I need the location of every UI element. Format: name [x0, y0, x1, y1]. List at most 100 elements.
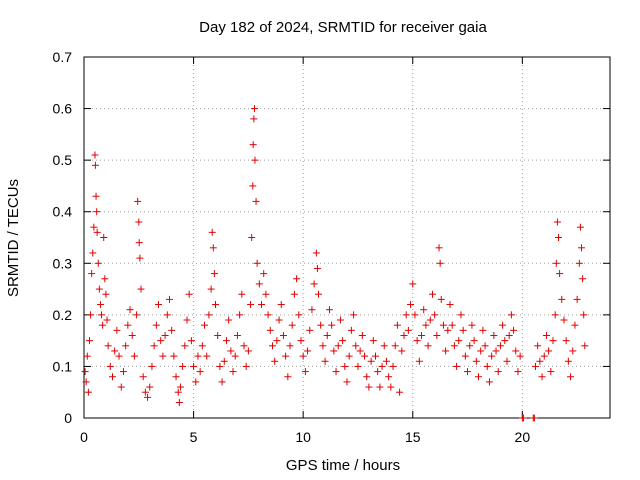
data-point [374, 368, 382, 376]
data-point [341, 362, 349, 370]
data-point [252, 197, 260, 205]
data-point [347, 326, 355, 334]
data-point [84, 388, 92, 396]
tick-labels: 0 0.1 0.2 0.3 0.4 0.5 0.6 0.7 0 5 10 15 20 [53, 49, 531, 445]
data-point [207, 285, 215, 293]
y-tick-label: 0.3 [53, 255, 73, 271]
data-point [376, 383, 384, 391]
data-point [505, 331, 513, 339]
data-point [172, 373, 180, 381]
data-point [247, 301, 255, 309]
data-point [288, 321, 296, 329]
data-point [407, 301, 415, 309]
data-point [179, 362, 187, 370]
data-point [479, 326, 487, 334]
data-point [350, 311, 358, 319]
data-point [159, 352, 167, 360]
data-point [378, 362, 386, 370]
data-point [251, 105, 259, 113]
data-point [485, 378, 493, 386]
data-point [501, 337, 509, 345]
data-point [325, 306, 333, 314]
data-point [339, 337, 347, 345]
data-point [229, 368, 237, 376]
data-point [475, 373, 482, 381]
y-tick-label: 0.7 [53, 49, 73, 65]
data-point [391, 342, 399, 350]
data-point [562, 337, 570, 345]
data-point [88, 270, 96, 278]
data-point [459, 326, 467, 334]
data-point [218, 378, 226, 386]
data-point [168, 326, 176, 334]
data-point [139, 373, 147, 381]
data-point [319, 342, 327, 350]
data-point [380, 342, 388, 350]
data-point [313, 264, 321, 272]
data-point [161, 331, 169, 339]
data-point [205, 311, 213, 319]
data-point [304, 347, 312, 355]
data-point [514, 368, 522, 376]
data-point [317, 321, 325, 329]
data-point [210, 270, 218, 278]
data-point [90, 223, 98, 231]
data-point [82, 378, 90, 386]
data-point [236, 311, 244, 319]
data-point [422, 321, 430, 329]
data-point [534, 342, 542, 350]
data-point [83, 352, 91, 360]
data-point [472, 357, 480, 365]
data-point [354, 362, 362, 370]
data-point [157, 337, 165, 345]
x-axis-label: GPS time / hours [286, 457, 400, 474]
data-point [214, 331, 222, 339]
data-point [89, 249, 97, 257]
y-tick-label: 0.2 [53, 307, 73, 323]
data-point [201, 321, 209, 329]
data-point [371, 352, 379, 360]
data-point [165, 295, 173, 303]
data-point [356, 347, 364, 355]
data-point [115, 352, 123, 360]
data-point [315, 290, 323, 298]
data-point [227, 347, 235, 355]
data-point [93, 228, 101, 236]
data-point [286, 342, 294, 350]
data-point [428, 290, 436, 298]
data-point [242, 362, 250, 370]
data-point [516, 352, 524, 360]
data-point [560, 316, 568, 324]
data-point [455, 337, 463, 345]
data-point [185, 290, 193, 298]
data-point [382, 357, 390, 365]
data-point [312, 249, 320, 257]
data-point [231, 352, 239, 360]
data-point [553, 218, 561, 226]
data-point [564, 357, 572, 365]
data-point [334, 342, 342, 350]
data-point [424, 342, 432, 350]
data-point [492, 347, 500, 355]
data-point [461, 352, 469, 360]
plot-border [83, 56, 611, 419]
data-point [409, 280, 417, 288]
data-point [91, 151, 99, 159]
data-point [580, 311, 588, 319]
data-point [144, 393, 152, 401]
data-point [87, 311, 95, 319]
data-point [146, 383, 154, 391]
x-tick-label: 10 [295, 429, 311, 445]
data-point [415, 357, 423, 365]
data-point [385, 373, 393, 381]
y-tick-label: 0 [64, 410, 72, 426]
data-point [295, 311, 303, 319]
data-point [255, 280, 263, 288]
data-point [552, 259, 560, 267]
data-point [531, 362, 539, 370]
data-point [545, 347, 553, 355]
data-point [258, 301, 266, 309]
data-point [122, 342, 130, 350]
data-point [194, 352, 202, 360]
data-point [282, 352, 290, 360]
